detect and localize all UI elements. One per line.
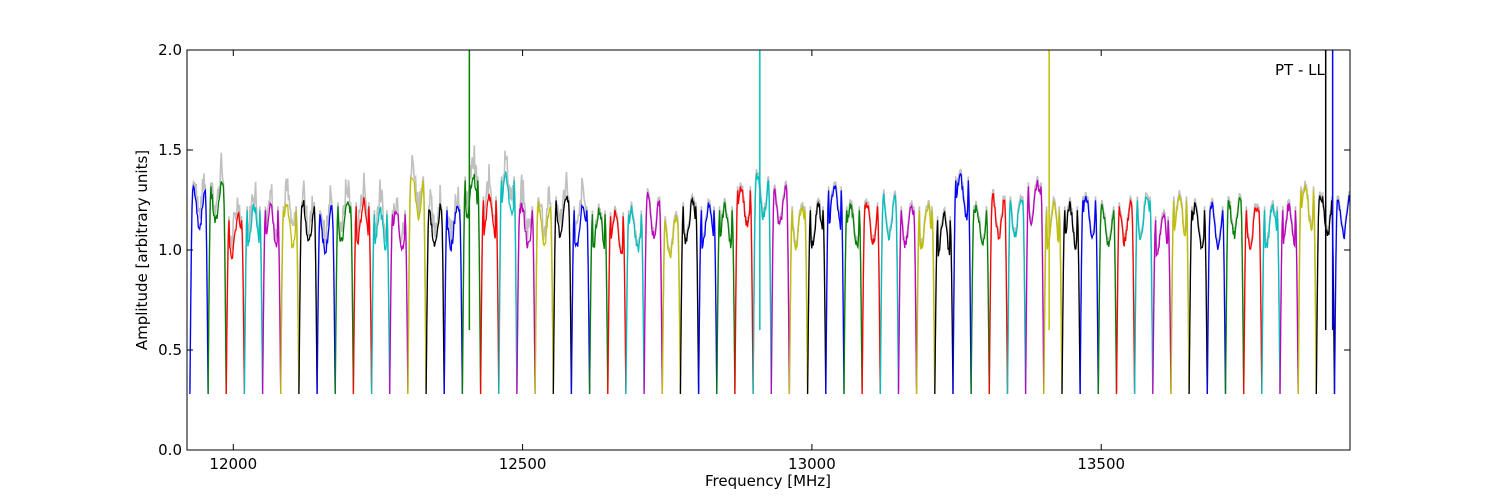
channel-series-33 [770, 184, 791, 395]
channel-series-21 [552, 195, 573, 395]
channel-series-51 [1097, 203, 1118, 395]
channel-series-10 [352, 197, 373, 395]
channel-series-43 [952, 172, 972, 395]
channel-series-48 [1043, 199, 1063, 395]
channel-series-23 [588, 207, 609, 395]
channel-series-44 [970, 204, 990, 395]
channel-series-32 [752, 173, 772, 395]
channel-series-39 [879, 193, 900, 395]
channel-series-7 [298, 200, 318, 395]
channel-series-31 [734, 186, 754, 395]
channel-series-46 [1006, 197, 1027, 395]
channel-series-40 [897, 203, 918, 395]
annotation-label: PT - LL [1275, 61, 1326, 79]
channel-series-61 [1279, 202, 1299, 395]
channel-series-25 [625, 205, 645, 395]
y-axis-ticks: 0.0 0.5 1.0 1.5 2.0 [158, 41, 1350, 459]
x-axis-label: Frequency [MHz] [705, 472, 831, 490]
channel-series-9 [334, 201, 355, 395]
channel-series-58 [1224, 197, 1245, 395]
channel-series-group [189, 171, 1350, 395]
channel-series-20 [534, 201, 554, 395]
channel-series-27 [661, 214, 682, 395]
channel-series-59 [1243, 207, 1263, 395]
y-tick-label-0.5: 0.5 [158, 341, 182, 359]
x-tick-label-13500: 13500 [1077, 455, 1125, 473]
y-tick-label-1: 1.0 [158, 241, 182, 259]
channel-series-8 [316, 204, 336, 395]
y-tick-label-0: 0.0 [158, 441, 182, 459]
plot-background [187, 50, 1350, 450]
y-axis-label: Amplitude [arbitrary units] [133, 150, 151, 350]
channel-series-57 [1206, 201, 1227, 395]
channel-series-11 [370, 206, 391, 395]
channel-series-49 [1061, 201, 1081, 395]
channel-series-54 [1152, 212, 1172, 395]
channel-series-15 [443, 205, 464, 395]
channel-series-47 [1024, 179, 1045, 395]
channel-series-60 [1261, 203, 1281, 395]
x-tick-label-13000: 13000 [788, 455, 836, 473]
channel-series-34 [788, 205, 809, 395]
channel-series-29 [697, 202, 718, 395]
spike-group [468, 50, 1334, 330]
x-axis-ticks: 12000 12500 13000 13500 [209, 50, 1125, 473]
channel-series-24 [607, 209, 627, 395]
channel-series-22 [570, 203, 591, 395]
channel-series-3 [225, 211, 246, 395]
channel-series-16 [461, 173, 482, 395]
channel-series-36 [825, 185, 845, 395]
channel-series-30 [716, 201, 736, 395]
channel-series-18 [498, 171, 518, 395]
channel-series-12 [389, 209, 409, 395]
channel-series-28 [679, 196, 700, 395]
channel-series-55 [1170, 194, 1190, 395]
x-tick-label-12500: 12500 [499, 455, 547, 473]
channel-series-45 [988, 193, 1009, 395]
channel-series-37 [843, 203, 863, 395]
channel-series-42 [934, 210, 954, 395]
channel-series-13 [407, 176, 427, 395]
y-tick-label-1.5: 1.5 [158, 141, 182, 159]
channel-series-56 [1188, 202, 1208, 395]
x-tick-label-12000: 12000 [209, 455, 257, 473]
channel-series-62 [1297, 184, 1317, 395]
channel-series-14 [425, 203, 445, 395]
channel-series-41 [915, 203, 936, 395]
channel-series-26 [643, 192, 663, 395]
channel-series-53 [1133, 195, 1154, 395]
channel-series-19 [516, 202, 536, 395]
channel-series-52 [1115, 198, 1136, 395]
channel-series-35 [806, 200, 827, 395]
channel-series-5 [261, 201, 282, 395]
channel-series-2 [207, 181, 227, 395]
channel-series-17 [479, 193, 500, 395]
channel-series-50 [1079, 195, 1099, 395]
channel-series-1 [189, 184, 209, 395]
channel-series-38 [861, 202, 881, 395]
channel-series-6 [280, 203, 300, 395]
y-tick-label-2: 2.0 [158, 41, 182, 59]
channel-series-4 [243, 203, 264, 395]
